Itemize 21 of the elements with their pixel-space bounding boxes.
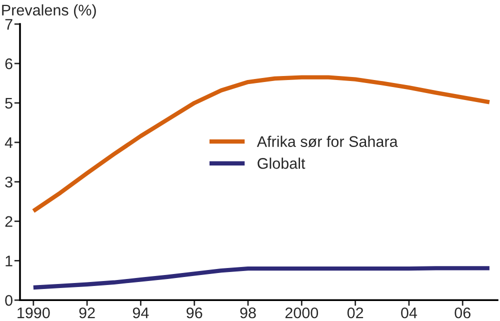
x-tick-label: 96 — [186, 307, 202, 318]
legend-label: Globalt — [258, 158, 306, 169]
x-tick-label: 1990 — [18, 307, 50, 318]
y-tick-label: 7 — [5, 19, 12, 30]
x-tick-label: 02 — [347, 307, 364, 318]
x-tick-label: 94 — [132, 307, 149, 318]
legend-label: Afrika sør for Sahara — [256, 136, 398, 148]
x-tick-label: 92 — [79, 307, 95, 318]
y-tick-label: 5 — [5, 98, 12, 109]
y-tick-label: 6 — [5, 58, 12, 70]
y-tick-label: 1 — [6, 256, 12, 266]
x-tick-label: 98 — [240, 307, 256, 318]
x-tick-label: 2000 — [285, 307, 318, 318]
x-tick-label: 06 — [454, 307, 470, 318]
y-axis-title: Prevalens (%) — [2, 4, 96, 19]
line-series — [31, 75, 492, 214]
x-tick-label: 04 — [401, 307, 418, 318]
y-tick-label: 2 — [5, 216, 12, 227]
y-tick-label: 4 — [4, 137, 13, 148]
y-tick-label: 3 — [5, 176, 12, 188]
y-tick-label: 0 — [5, 295, 12, 306]
